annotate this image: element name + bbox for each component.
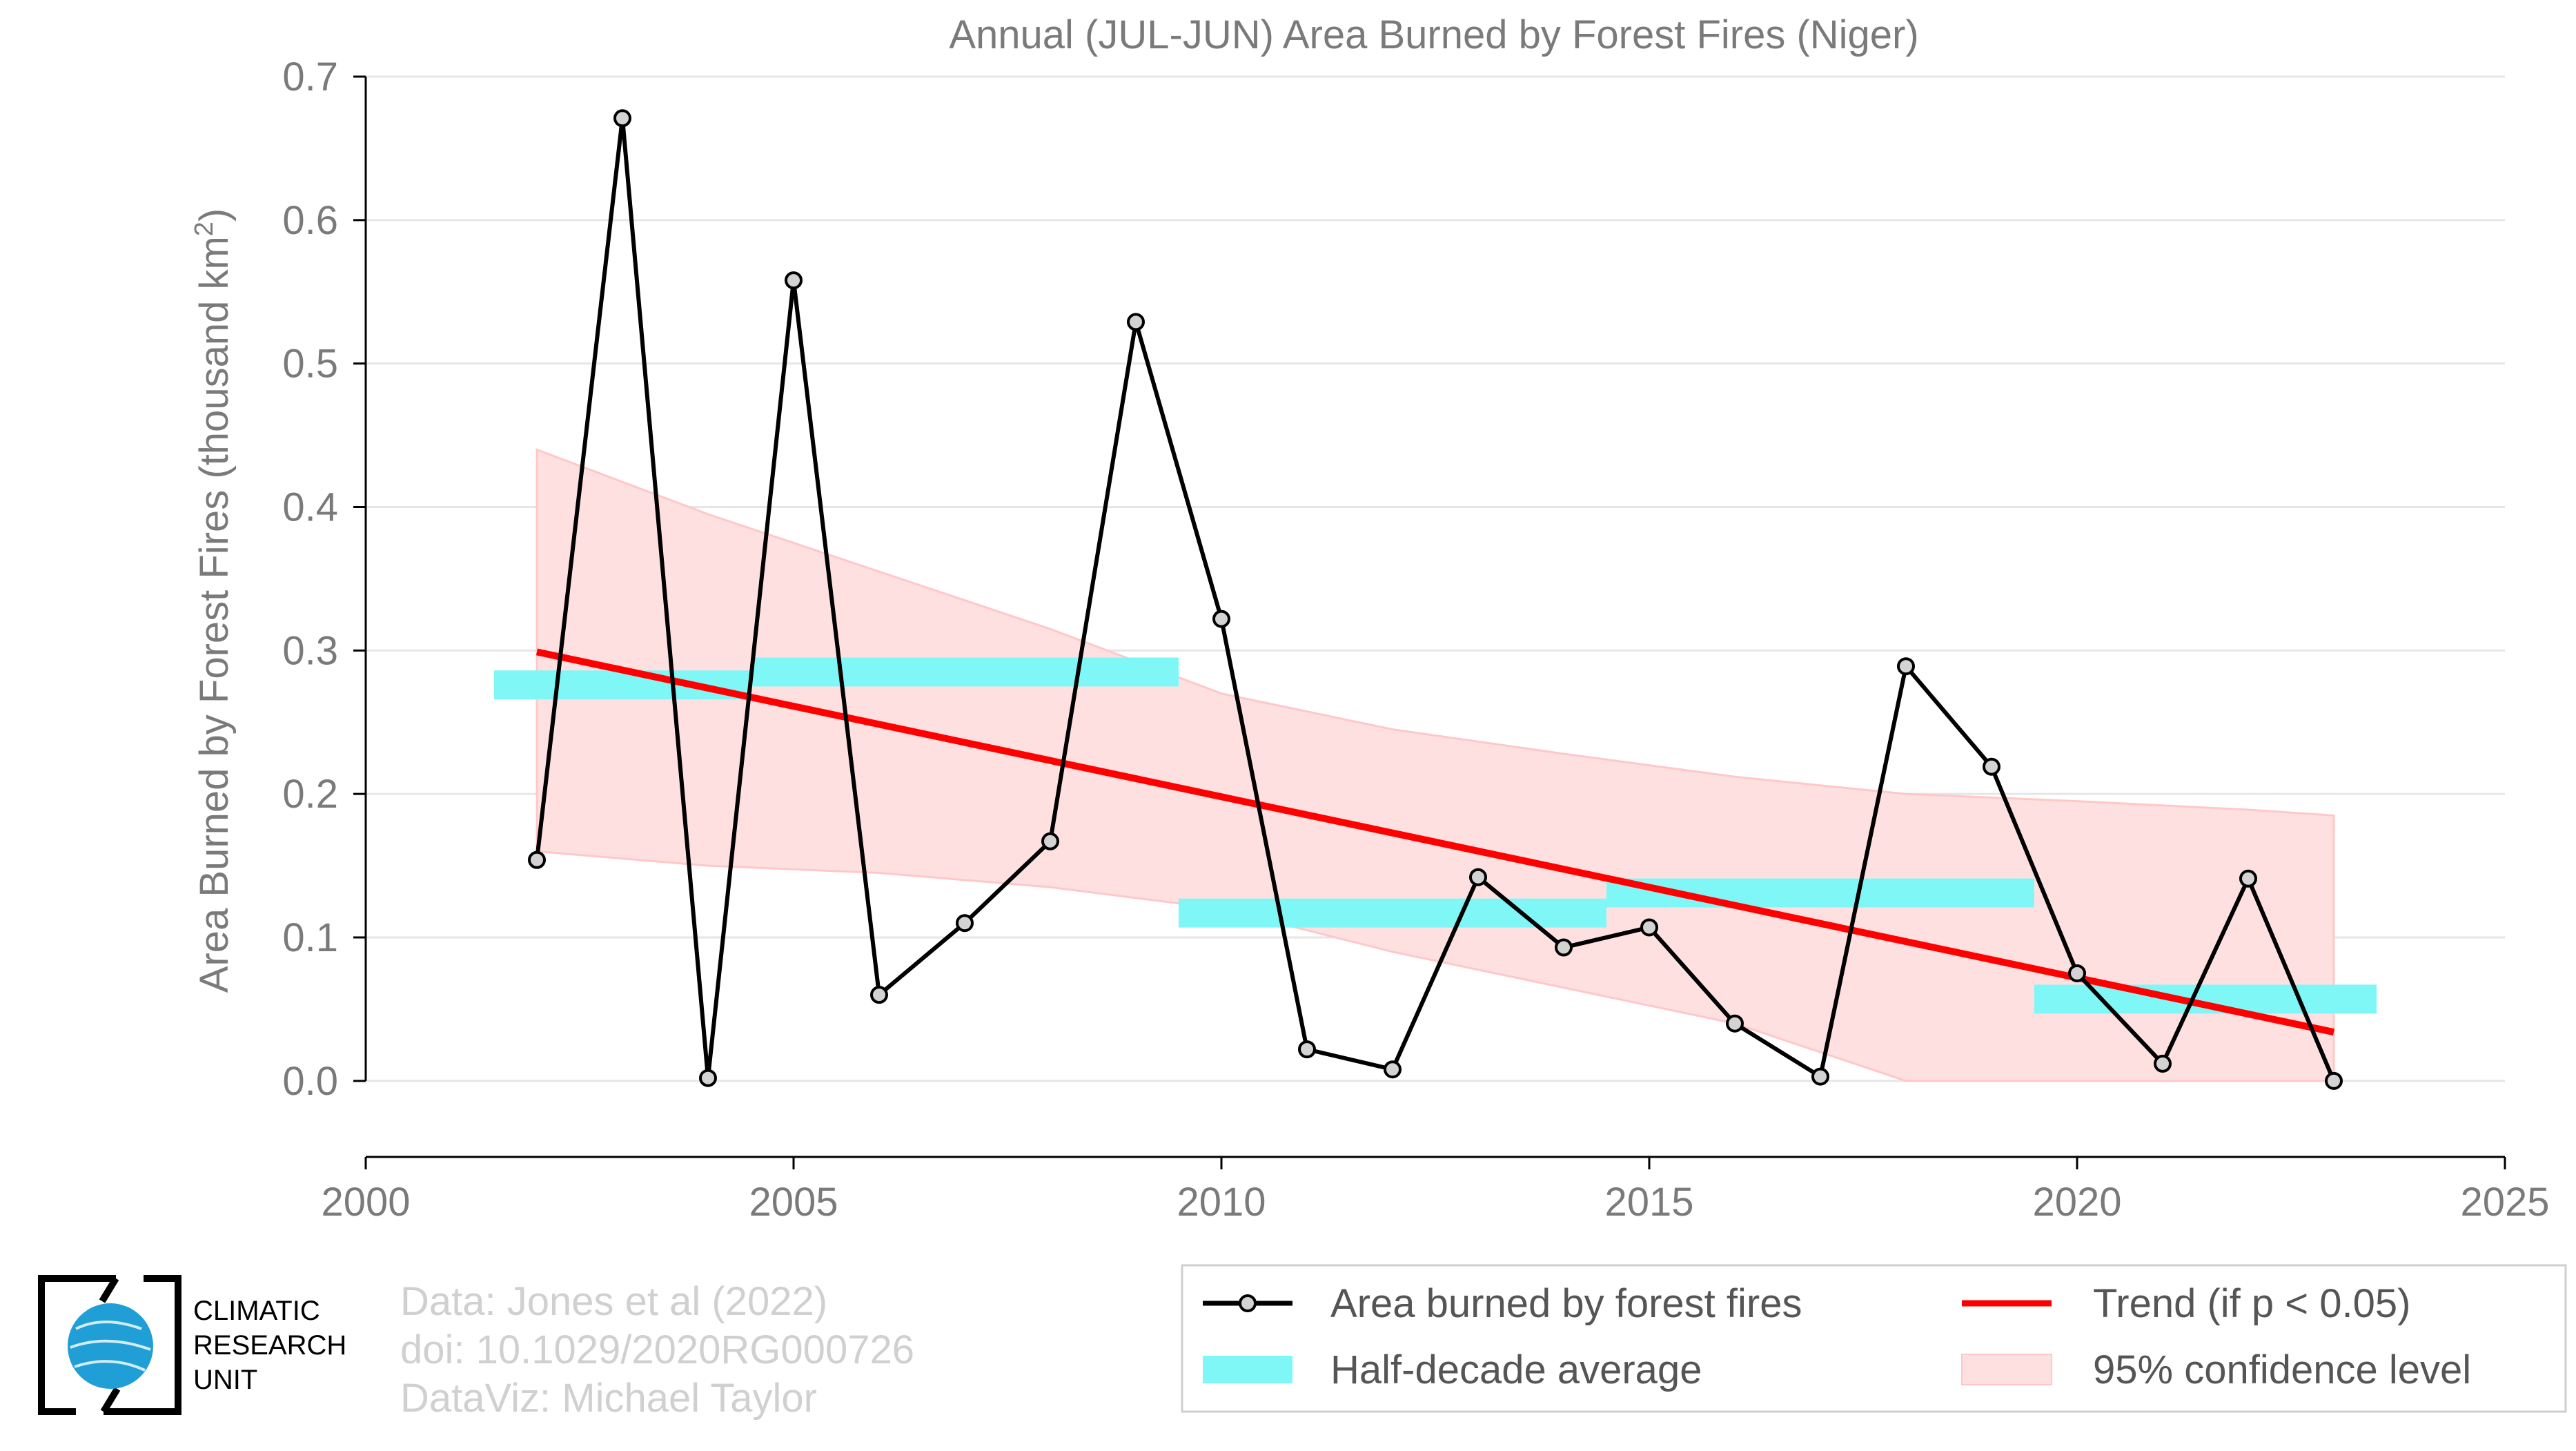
data-point-2011: [1298, 1040, 1316, 1059]
y-axis-label-superscript: 2: [190, 222, 219, 236]
logo-text-climatic: CLIMATIC: [193, 1296, 320, 1326]
axes: 0.0 0.1 0.2 0.3 0.4 0.5 0.6 0.7 2000 2005 2010 2015…: [282, 55, 2549, 1225]
half-decade-bar-0: [494, 670, 751, 700]
data-point-2014: [1555, 938, 1573, 957]
data-point-2002: [528, 850, 546, 869]
data-point-2023: [2325, 1071, 2343, 1090]
y-axis-label-main: Area Burned by Forest Fires (thousand km: [192, 236, 237, 993]
trend-line-group: [535, 648, 2335, 1036]
logo-frame-left: [38, 1275, 116, 1415]
logo-frame-right: [104, 1275, 181, 1415]
y-tick-label-3: 0.3: [282, 628, 338, 673]
data-point-2018: [1897, 657, 1915, 676]
legend-label-average: Half-decade average: [1330, 1347, 1702, 1392]
legend-label-confidence: 95% confidence level: [2093, 1347, 2471, 1392]
chart-title: Annual (JUL-JUN) Area Burned by Forest F…: [949, 12, 1918, 57]
legend-frame: [1181, 1264, 2567, 1413]
data-point-2009: [1127, 313, 1145, 331]
data-point-2005: [785, 271, 803, 290]
x-tick-label-5: 2025: [2460, 1180, 2549, 1225]
y-tick-label-4: 0.4: [282, 485, 338, 530]
data-point-2020: [2068, 964, 2086, 982]
data-point-2007: [956, 914, 974, 933]
data-point-2022: [2239, 869, 2257, 888]
y-tick-label-2: 0.2: [282, 772, 338, 817]
x-tick-label-2: 2010: [1177, 1180, 1266, 1225]
data-point-2017: [1811, 1067, 1829, 1086]
legend: Area burned by forest fires Half-decade …: [1181, 1264, 2567, 1413]
half-decade-bar-2: [1179, 898, 1606, 928]
logo-text-research: RESEARCH: [193, 1330, 346, 1361]
series-line: [535, 116, 2336, 1082]
logo-slash-bottom: [100, 1387, 121, 1414]
series-area-burned: [528, 109, 2343, 1090]
x-tick-label-4: 2020: [2032, 1180, 2121, 1225]
globe-swirl: [70, 1321, 151, 1372]
credit-dataviz: DataViz: Michael Taylor: [400, 1376, 817, 1421]
data-point-2010: [1212, 610, 1230, 628]
data-point-2003: [613, 109, 631, 128]
x-tick-label-1: 2005: [749, 1180, 838, 1225]
legend-swatch-average: [1203, 1356, 1292, 1383]
data-point-2006: [870, 986, 888, 1004]
data-point-2008: [1041, 832, 1059, 850]
trend-line: [535, 648, 2335, 1036]
y-tick-label-6: 0.6: [282, 198, 338, 243]
credit-doi: doi: 10.1029/2020RG000726: [400, 1327, 914, 1372]
data-point-2004: [699, 1069, 717, 1087]
logo-slash-top: [99, 1276, 119, 1303]
y-tick-label-1: 0.1: [282, 915, 338, 960]
data-point-2013: [1469, 868, 1487, 886]
credits: Data: Jones et al (2022) doi: 10.1029/20…: [400, 1279, 914, 1421]
logo-text-unit: UNIT: [193, 1365, 257, 1395]
data-point-2012: [1384, 1060, 1402, 1079]
credit-data: Data: Jones et al (2022): [400, 1279, 827, 1324]
legend-swatch-confidence: [1961, 1354, 2052, 1385]
y-tick-label-7: 0.7: [282, 55, 338, 99]
y-tick-label-0: 0.0: [282, 1059, 338, 1104]
half-decade-bar-1: [751, 657, 1179, 687]
legend-swatch-marker: [1239, 1294, 1257, 1312]
legend-label-trend: Trend (if p < 0.05): [2093, 1281, 2410, 1326]
y-tick-label-5: 0.5: [282, 342, 338, 387]
x-tick-label-3: 2015: [1604, 1180, 1693, 1225]
data-point-2015: [1640, 918, 1658, 937]
data-point-2016: [1726, 1014, 1744, 1033]
x-tick-label-0: 2000: [321, 1180, 410, 1225]
half-decade-bar-4: [2034, 984, 2377, 1014]
y-axis-label: Area Burned by Forest Fires (thousand km…: [190, 208, 237, 993]
legend-label-series: Area burned by forest fires: [1330, 1281, 1802, 1326]
data-point-2021: [2154, 1054, 2172, 1073]
cru-logo: CLIMATIC RESEARCH UNIT: [38, 1275, 346, 1415]
data-point-2019: [1983, 757, 2000, 776]
y-axis-label-end: ): [192, 208, 237, 222]
